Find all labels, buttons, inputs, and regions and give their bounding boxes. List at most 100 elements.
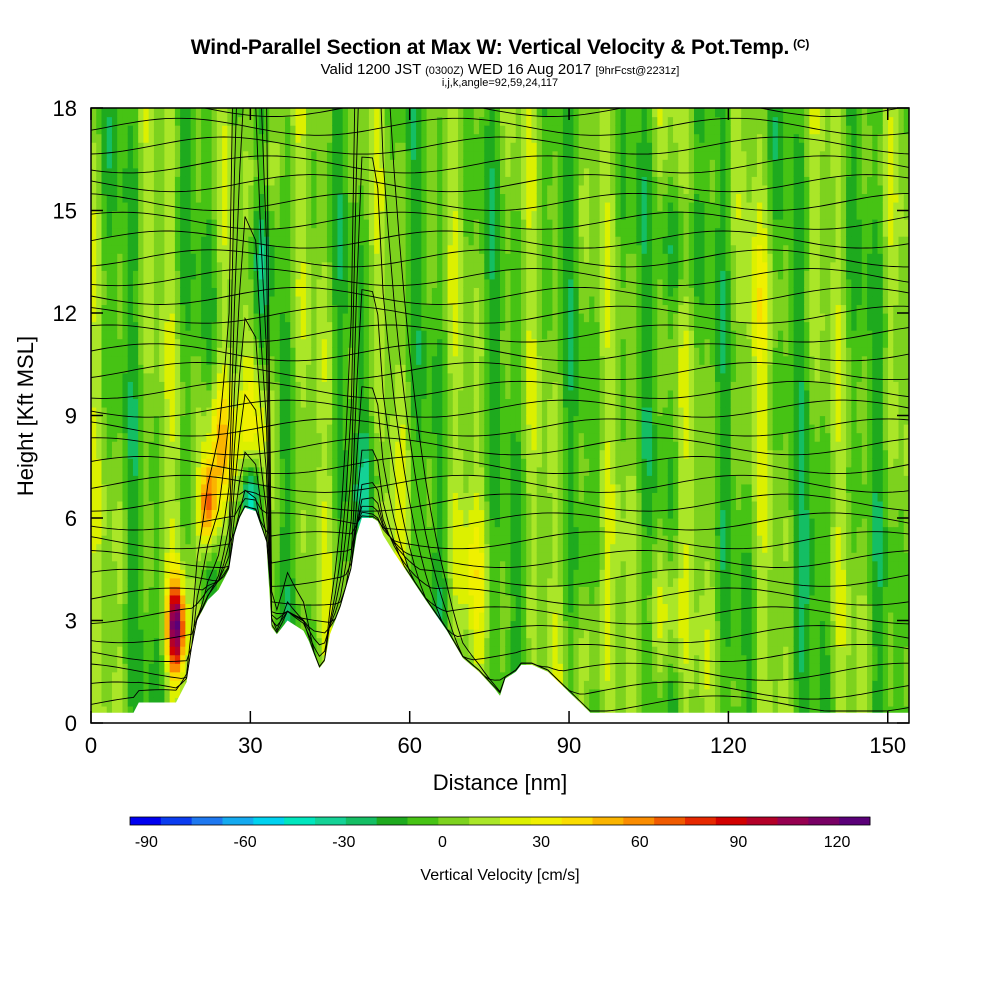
velocity-cell [159,142,166,152]
velocity-cell [410,338,417,348]
velocity-cell [264,500,270,511]
velocity-cell [295,304,302,314]
velocity-cell [316,441,323,451]
velocity-cell [190,167,197,177]
velocity-cell [285,261,291,271]
velocity-cell [180,654,186,664]
velocity-cell [400,321,407,331]
velocity-cell [164,654,171,664]
velocity-cell [174,133,181,143]
velocity-cell [138,466,145,476]
velocity-cell [269,227,276,237]
velocity-cell [96,338,103,348]
velocity-cell [347,449,354,459]
velocity-cell [127,500,134,511]
velocity-cell [305,381,312,391]
velocity-cell [169,125,176,135]
velocity-cell [437,176,443,186]
velocity-cell [384,347,391,357]
velocity-cell [138,509,145,519]
velocity-cell [295,355,302,365]
velocity-cell [321,560,328,570]
velocity-cell [185,347,192,357]
velocity-cell [169,236,176,246]
velocity-cell [405,432,412,442]
velocity-cell [279,330,286,340]
velocity-cell [159,518,166,528]
velocity-cell [347,244,354,254]
velocity-cell [421,586,428,596]
velocity-cell [174,577,181,587]
velocity-cell [211,108,218,118]
velocity-cell [416,219,422,229]
velocity-cell [316,210,323,220]
velocity-cell [274,347,281,357]
velocity-cell [211,244,218,254]
velocity-cell [91,441,97,451]
velocity-cell [127,330,134,340]
velocity-cell [421,159,428,169]
velocity-cell [206,184,213,195]
velocity-cell [269,176,276,186]
velocity-cell [174,509,181,519]
velocity-cell [379,287,386,297]
velocity-cell [180,253,186,263]
velocity-cell [326,295,333,306]
velocity-cell [206,372,213,382]
velocity-cell [153,287,160,297]
velocity-cell [353,142,360,152]
velocity-cell [159,389,166,400]
velocity-cell [326,167,333,177]
velocity-cell [442,330,449,340]
velocity-cell [169,466,176,476]
velocity-cell [379,108,386,118]
velocity-cell [211,150,218,160]
velocity-cell [342,219,349,229]
velocity-cell [91,236,97,246]
velocity-cell [416,526,422,536]
velocity-cell [180,483,186,493]
velocity-cell [169,184,176,195]
velocity-cell [374,193,380,203]
velocity-cell [353,219,360,229]
velocity-cell [216,270,223,280]
velocity-cell [326,193,333,203]
velocity-cell [117,184,124,195]
velocity-cell [216,108,223,118]
velocity-cell [405,313,412,323]
velocity-cell [447,313,454,323]
velocity-cell [243,338,249,348]
velocity-cell [91,355,97,365]
velocity-cell [269,526,276,536]
velocity-cell [368,321,375,331]
velocity-cell [190,116,197,126]
velocity-cell [143,210,150,220]
velocity-cell [91,261,97,271]
velocity-cell [153,193,160,203]
velocity-cell [305,364,312,374]
velocity-cell [159,372,166,382]
velocity-cell [285,364,291,374]
velocity-cell [237,167,244,177]
velocity-cell [148,133,155,143]
velocity-cell [106,663,113,673]
velocity-cell [148,441,155,451]
velocity-cell [96,176,103,186]
velocity-cell [111,313,118,323]
velocity-cell [379,415,386,425]
velocity-cell [232,458,239,468]
velocity-cell [326,125,333,135]
velocity-cell [300,577,307,587]
velocity-cell [269,381,276,391]
velocity-cell [342,569,349,579]
velocity-cell [379,210,386,220]
velocity-cell [237,441,244,451]
velocity-cell [305,526,312,536]
velocity-cell [305,253,312,263]
velocity-cell [232,449,239,459]
velocity-cell [216,500,223,511]
velocity-cell [442,244,449,254]
velocity-cell [180,125,186,135]
velocity-cell [232,330,239,340]
velocity-cell [300,569,307,579]
